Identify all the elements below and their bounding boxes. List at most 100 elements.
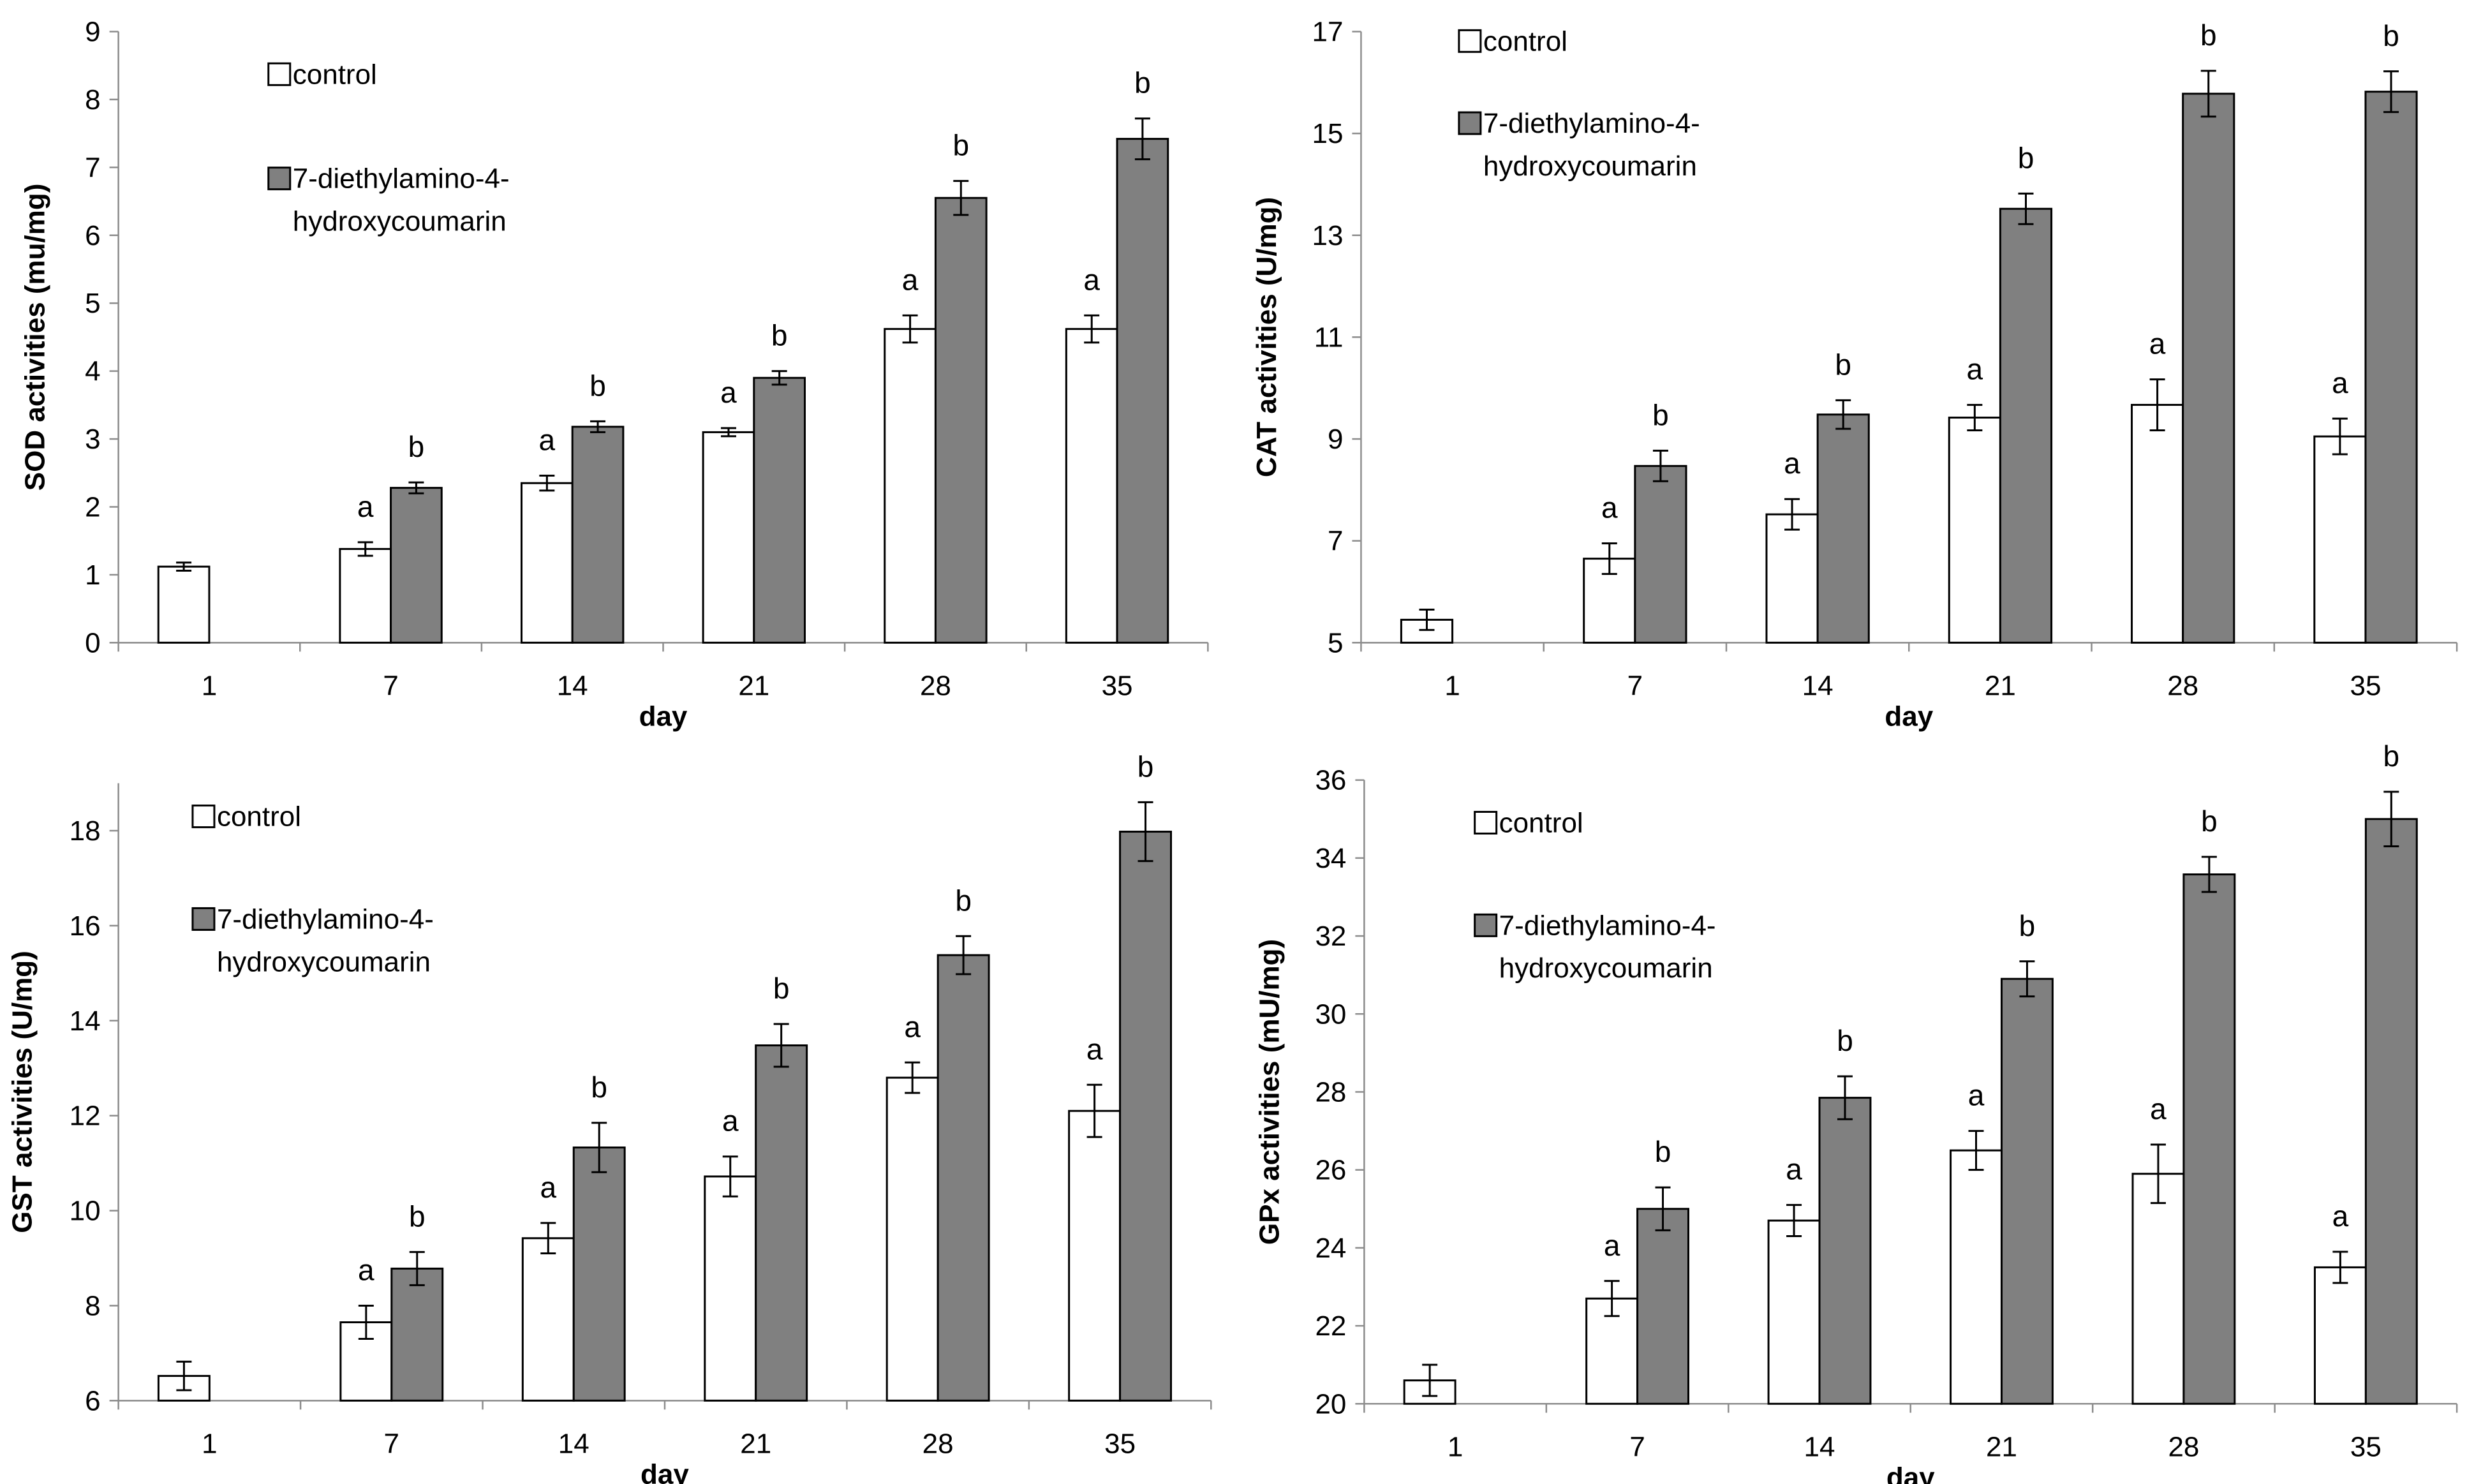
bar-control bbox=[2131, 1173, 2185, 1405]
significance-letter: b bbox=[1837, 1024, 1853, 1057]
legend-label-treatment-line2: hydroxycoumarin bbox=[1483, 151, 1697, 182]
significance-letter: b bbox=[2019, 909, 2036, 942]
significance-letter: a bbox=[540, 1171, 556, 1204]
bar-control bbox=[1765, 513, 1819, 644]
x-tick-label: 35 bbox=[1102, 670, 1133, 701]
x-tick-label: 28 bbox=[2167, 670, 2198, 701]
y-tick-label: 26 bbox=[1315, 1155, 1346, 1186]
y-tick-label: 9 bbox=[1328, 424, 1343, 455]
y-tick-label: 0 bbox=[85, 627, 100, 658]
bar-treatment bbox=[571, 426, 625, 644]
significance-letter: b bbox=[955, 884, 972, 917]
bar-treatment bbox=[1636, 1208, 1690, 1405]
significance-letter: a bbox=[2332, 366, 2348, 399]
bar-control bbox=[1068, 1109, 1122, 1402]
x-tick-label: 35 bbox=[2350, 670, 2381, 701]
x-axis-title: day bbox=[1885, 701, 1933, 732]
x-tick-label: 7 bbox=[383, 670, 398, 701]
x-axis-title: day bbox=[639, 701, 688, 732]
significance-letter: a bbox=[1968, 1079, 1985, 1112]
significance-letter: a bbox=[1784, 447, 1800, 480]
chart-panel-4: 20 22 24 26 28 30 32 34 36 1 7 14 21 28 35 day GPx activ… bbox=[1254, 739, 2458, 1484]
bar-treatment bbox=[390, 1267, 444, 1402]
legend-swatch-treatment bbox=[1458, 111, 1482, 135]
bar-control bbox=[1767, 1219, 1821, 1405]
bar-treatment bbox=[1999, 207, 2053, 644]
bar-treatment bbox=[755, 1044, 808, 1402]
legend-label-treatment-line2: hydroxycoumarin bbox=[293, 206, 507, 237]
significance-letter: a bbox=[2150, 1092, 2167, 1125]
significance-letter: a bbox=[720, 376, 737, 409]
x-tick-label: 7 bbox=[1629, 1431, 1645, 1462]
y-tick-label: 36 bbox=[1315, 765, 1346, 796]
bar-treatment bbox=[753, 376, 806, 644]
y-tick-label: 7 bbox=[85, 152, 100, 183]
y-tick-label: 17 bbox=[1312, 17, 1343, 48]
bar-control bbox=[1065, 328, 1118, 644]
x-axis-title: day bbox=[1886, 1462, 1935, 1484]
significance-letter: a bbox=[2149, 327, 2166, 360]
x-tick-label: 35 bbox=[2350, 1431, 2382, 1462]
y-tick-label: 6 bbox=[85, 1385, 100, 1416]
x-tick-label: 14 bbox=[1804, 1431, 1835, 1462]
bar-treatment bbox=[390, 487, 443, 644]
y-tick-label: 3 bbox=[85, 424, 100, 455]
y-tick-label: 5 bbox=[1328, 627, 1343, 658]
y-tick-label: 5 bbox=[85, 288, 100, 319]
legend-label-control: control bbox=[217, 801, 301, 833]
y-tick-label: 28 bbox=[1315, 1076, 1346, 1108]
significance-letter: a bbox=[1786, 1153, 1802, 1186]
y-tick-label: 10 bbox=[70, 1196, 101, 1227]
legend-swatch-treatment bbox=[1474, 913, 1498, 937]
significance-letter: b bbox=[2201, 805, 2218, 838]
significance-letter: b bbox=[591, 1071, 607, 1104]
y-tick-label: 16 bbox=[70, 910, 101, 942]
bar-treatment bbox=[1816, 413, 1870, 644]
significance-letter: a bbox=[722, 1104, 739, 1138]
bar-control bbox=[2313, 435, 2367, 644]
y-tick-label: 20 bbox=[1315, 1388, 1346, 1420]
bar-control bbox=[520, 482, 574, 644]
legend-label-treatment-line2: hydroxycoumarin bbox=[217, 946, 431, 977]
significance-letter: b bbox=[2018, 141, 2034, 174]
x-tick-label: 7 bbox=[1627, 670, 1643, 701]
x-tick-label: 21 bbox=[1986, 1431, 2017, 1462]
x-tick-label: 21 bbox=[740, 1428, 771, 1459]
bar-control bbox=[704, 1175, 757, 1402]
chart-panel-3: 6 8 10 12 14 16 18 1 7 14 21 28 35 day GST activities … bbox=[7, 750, 1212, 1484]
bar-control bbox=[702, 431, 755, 644]
significance-letter: b bbox=[409, 1199, 426, 1233]
bar-treatment bbox=[937, 954, 990, 1402]
y-axis-title: GST activities (U/mg) bbox=[7, 951, 38, 1233]
x-tick-label: 28 bbox=[2168, 1431, 2199, 1462]
bar-treatment bbox=[2182, 873, 2236, 1405]
bar-control bbox=[339, 547, 392, 644]
y-tick-label: 4 bbox=[85, 356, 100, 387]
y-tick-label: 1 bbox=[85, 560, 100, 591]
y-tick-label: 34 bbox=[1315, 843, 1346, 874]
significance-letter: a bbox=[539, 424, 556, 457]
y-tick-label: 15 bbox=[1312, 118, 1343, 149]
y-tick-label: 8 bbox=[85, 1290, 100, 1321]
legend-swatch-control bbox=[1474, 810, 1498, 835]
y-axis-title: SOD activities (mu/mg) bbox=[19, 184, 50, 491]
bar-treatment bbox=[2182, 93, 2235, 644]
significance-letter: a bbox=[904, 1010, 921, 1043]
bar-control bbox=[2131, 404, 2184, 644]
legend-swatch-control bbox=[267, 62, 292, 86]
bar-control bbox=[157, 565, 211, 644]
y-axis-title: GPx activities (mU/mg) bbox=[1254, 939, 1285, 1245]
significance-letter: a bbox=[1967, 353, 1983, 386]
significance-letter: b bbox=[2383, 739, 2400, 773]
significance-letter: a bbox=[357, 490, 374, 523]
x-tick-label: 1 bbox=[202, 670, 217, 701]
significance-letter: b bbox=[1835, 348, 1851, 381]
bar-control bbox=[885, 1076, 939, 1402]
significance-letter: b bbox=[773, 972, 790, 1005]
bar-treatment bbox=[1119, 831, 1173, 1402]
x-tick-label: 1 bbox=[1448, 1431, 1463, 1462]
legend-label-control: control bbox=[293, 59, 377, 90]
legend-label-control: control bbox=[1499, 807, 1583, 838]
